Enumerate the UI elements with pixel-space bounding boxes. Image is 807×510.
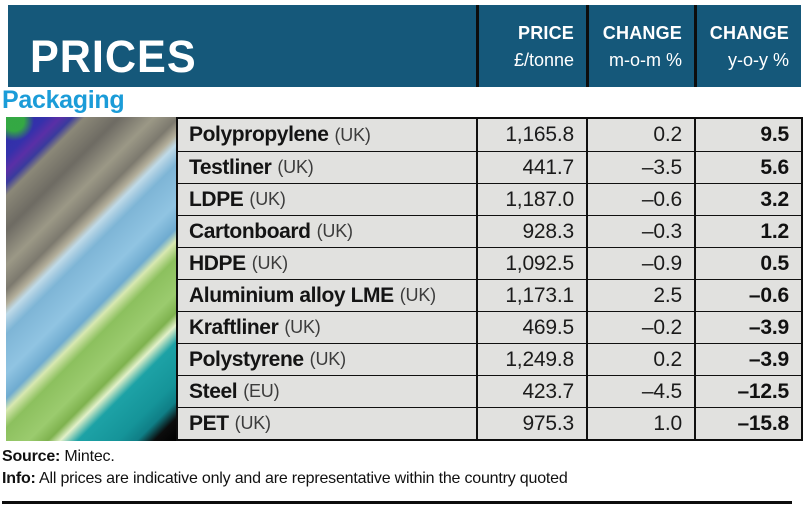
- commodity-region: (UK): [284, 317, 321, 337]
- commodity-name: Polypropylene: [189, 123, 329, 146]
- change-mom-cell: –3.5: [586, 152, 694, 183]
- info-line: Info: All prices are indicative only and…: [2, 468, 797, 490]
- price-cell: 1,092.5: [476, 248, 586, 279]
- table-row: Kraftliner (UK) 469.5 –0.2 –3.9: [178, 311, 801, 343]
- panel-title: PRICES: [30, 31, 197, 82]
- column-header-change-yoy-unit: y-o-y %: [727, 49, 789, 70]
- price-cell: 975.3: [476, 408, 586, 439]
- column-header-change-yoy: CHANGE y-o-y %: [694, 5, 801, 87]
- commodity-cell: HDPE (UK): [178, 248, 476, 279]
- change-yoy-cell: 1.2: [694, 216, 801, 247]
- commodity-cell: Aluminium alloy LME (UK): [178, 280, 476, 311]
- commodity-cell: LDPE (UK): [178, 184, 476, 215]
- change-mom-cell: 0.2: [586, 344, 694, 375]
- source-label: Source:: [2, 448, 61, 465]
- change-yoy-cell: 9.5: [694, 119, 801, 151]
- column-header-price-unit: £/tonne: [513, 49, 574, 70]
- column-header-price-label: PRICE: [517, 22, 574, 43]
- table-row: HDPE (UK) 1,092.5 –0.9 0.5: [178, 247, 801, 279]
- main-area: Polypropylene (UK) 1,165.8 0.2 9.5 Testl…: [0, 117, 807, 441]
- source-value: Mintec.: [64, 448, 115, 465]
- commodity-region: (UK): [249, 189, 286, 209]
- table-row: Polystyrene (UK) 1,249.8 0.2 –3.9: [178, 343, 801, 375]
- price-cell: 423.7: [476, 376, 586, 407]
- commodity-region: (UK): [316, 221, 353, 241]
- commodity-name: Testliner: [189, 155, 272, 179]
- table-row: Aluminium alloy LME (UK) 1,173.1 2.5 –0.…: [178, 279, 801, 311]
- commodity-cell: Polystyrene (UK): [178, 344, 476, 375]
- section-title: Packaging: [2, 86, 125, 114]
- change-yoy-cell: –3.9: [694, 312, 801, 343]
- commodity-name: Kraftliner: [189, 315, 279, 339]
- change-mom-cell: 1.0: [586, 408, 694, 439]
- change-yoy-cell: –15.8: [694, 408, 801, 439]
- change-yoy-cell: –3.9: [694, 344, 801, 375]
- table-row: PET (UK) 975.3 1.0 –15.8: [178, 407, 801, 439]
- change-yoy-cell: –0.6: [694, 280, 801, 311]
- commodity-region: (UK): [277, 157, 314, 177]
- column-header-change-yoy-label: CHANGE: [709, 22, 789, 43]
- commodity-name: Aluminium alloy LME: [189, 283, 394, 307]
- source-line: Source: Mintec.: [2, 446, 797, 468]
- table-row: Cartonboard (UK) 928.3 –0.3 1.2: [178, 215, 801, 247]
- price-cell: 441.7: [476, 152, 586, 183]
- packaging-materials-photo: [6, 117, 176, 441]
- info-value: All prices are indicative only and are r…: [39, 470, 568, 487]
- price-cell: 1,173.1: [476, 280, 586, 311]
- change-mom-cell: –0.2: [586, 312, 694, 343]
- price-cell: 469.5: [476, 312, 586, 343]
- table-row: Steel (EU) 423.7 –4.5 –12.5: [178, 375, 801, 407]
- change-yoy-cell: 3.2: [694, 184, 801, 215]
- commodity-cell: Steel (EU): [178, 376, 476, 407]
- table-row: Polypropylene (UK) 1,165.8 0.2 9.5: [178, 119, 801, 151]
- change-mom-cell: –0.9: [586, 248, 694, 279]
- commodity-name: LDPE: [189, 187, 244, 211]
- column-header-change-mom-unit: m-o-m %: [609, 49, 682, 70]
- commodity-cell: Polypropylene (UK): [178, 119, 476, 151]
- prices-table: Polypropylene (UK) 1,165.8 0.2 9.5 Testl…: [176, 117, 803, 441]
- commodity-name: Polystyrene: [189, 347, 304, 371]
- bottom-rule: [2, 501, 792, 504]
- change-yoy-cell: 5.6: [694, 152, 801, 183]
- commodity-name: Steel: [189, 379, 238, 403]
- commodity-region: (UK): [399, 285, 436, 305]
- column-header-change-mom-label: CHANGE: [602, 22, 682, 43]
- commodity-cell: PET (UK): [178, 408, 476, 439]
- change-mom-cell: –4.5: [586, 376, 694, 407]
- change-mom-cell: –0.3: [586, 216, 694, 247]
- info-label: Info:: [2, 470, 36, 487]
- table-row: LDPE (UK) 1,187.0 –0.6 3.2: [178, 183, 801, 215]
- commodity-region: (UK): [309, 349, 346, 369]
- price-cell: 1,249.8: [476, 344, 586, 375]
- commodity-region: (UK): [234, 413, 271, 433]
- column-header-price: PRICE £/tonne: [476, 5, 586, 87]
- price-cell: 928.3: [476, 216, 586, 247]
- commodity-name: PET: [189, 411, 229, 435]
- commodity-region: (UK): [334, 124, 371, 145]
- commodity-name: Cartonboard: [189, 219, 311, 243]
- footer: Source: Mintec. Info: All prices are ind…: [2, 446, 797, 490]
- banner: PRICES PRICE £/tonne CHANGE m-o-m % CHAN…: [8, 5, 801, 87]
- commodity-name: HDPE: [189, 251, 246, 275]
- commodity-region: (EU): [243, 381, 280, 401]
- commodity-region: (UK): [251, 253, 288, 273]
- column-header-change-mom: CHANGE m-o-m %: [586, 5, 694, 87]
- price-cell: 1,187.0: [476, 184, 586, 215]
- banner-title-cell: PRICES: [8, 5, 476, 87]
- change-mom-cell: –0.6: [586, 184, 694, 215]
- commodity-cell: Cartonboard (UK): [178, 216, 476, 247]
- change-mom-cell: 0.2: [586, 119, 694, 151]
- price-cell: 1,165.8: [476, 119, 586, 151]
- change-mom-cell: 2.5: [586, 280, 694, 311]
- commodity-cell: Kraftliner (UK): [178, 312, 476, 343]
- change-yoy-cell: 0.5: [694, 248, 801, 279]
- commodity-cell: Testliner (UK): [178, 152, 476, 183]
- change-yoy-cell: –12.5: [694, 376, 801, 407]
- table-row: Testliner (UK) 441.7 –3.5 5.6: [178, 151, 801, 183]
